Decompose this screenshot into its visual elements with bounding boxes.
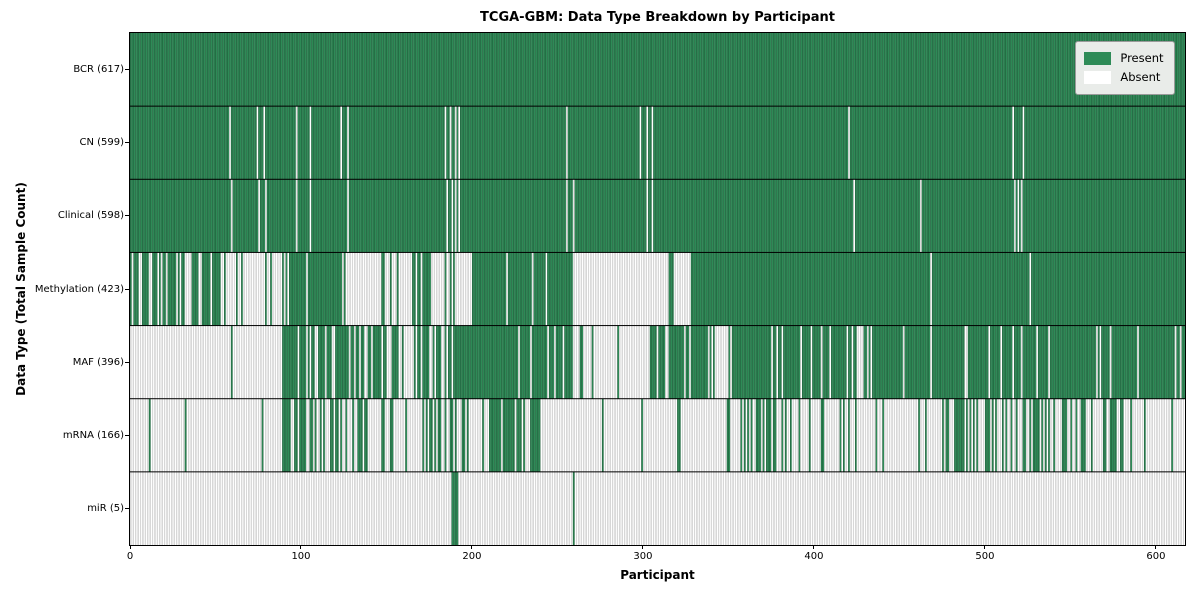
legend: Present Absent bbox=[1075, 40, 1175, 95]
legend-present-label: Present bbox=[1120, 50, 1164, 65]
legend-absent-label: Absent bbox=[1120, 69, 1161, 84]
y-tick-mark bbox=[125, 69, 129, 71]
y-tick-label-CN: CN (599) bbox=[79, 137, 124, 149]
y-tick-label-Clinical: Clinical (598) bbox=[57, 210, 124, 222]
y-tick-mark bbox=[125, 361, 129, 363]
y-tick-mark bbox=[125, 288, 129, 290]
x-tick-label-500: 500 bbox=[975, 551, 995, 562]
y-tick-label-Methylation: Methylation (423) bbox=[34, 283, 124, 295]
x-tick-mark bbox=[129, 545, 131, 549]
y-tick-mark bbox=[125, 507, 129, 509]
x-tick-label-0: 0 bbox=[126, 551, 134, 562]
y-tick-label-miR: miR (5) bbox=[87, 502, 124, 514]
legend-item-present: Present bbox=[1084, 50, 1164, 67]
x-tick-mark bbox=[300, 545, 302, 549]
y-tick-mark bbox=[125, 215, 129, 217]
x-tick-label-300: 300 bbox=[633, 551, 653, 562]
y-tick-mark bbox=[125, 434, 129, 436]
chart-title: TCGA-GBM: Data Type Breakdown by Partici… bbox=[480, 10, 835, 25]
y-tick-label-MAF: MAF (396) bbox=[72, 356, 124, 368]
x-tick-label-100: 100 bbox=[291, 551, 311, 562]
y-tick-label-BCR: BCR (617) bbox=[73, 64, 124, 76]
legend-item-absent: Absent bbox=[1084, 69, 1163, 86]
x-tick-label-400: 400 bbox=[804, 551, 824, 562]
x-tick-mark bbox=[642, 545, 644, 549]
x-tick-mark bbox=[471, 545, 473, 549]
presence-matrix-canvas bbox=[129, 32, 1185, 545]
x-tick-label-200: 200 bbox=[462, 551, 482, 562]
x-axis-label: Participant bbox=[620, 568, 695, 582]
y-tick-label-mRNA: mRNA (166) bbox=[62, 429, 124, 441]
legend-absent-swatch bbox=[1084, 70, 1112, 84]
x-tick-label-600: 600 bbox=[1146, 551, 1166, 562]
x-tick-mark bbox=[813, 545, 815, 549]
plot-area: Present Absent bbox=[128, 31, 1186, 546]
legend-present-swatch bbox=[1084, 51, 1112, 65]
x-tick-mark bbox=[984, 545, 986, 549]
y-tick-mark bbox=[125, 142, 129, 144]
x-tick-mark bbox=[1155, 545, 1157, 549]
